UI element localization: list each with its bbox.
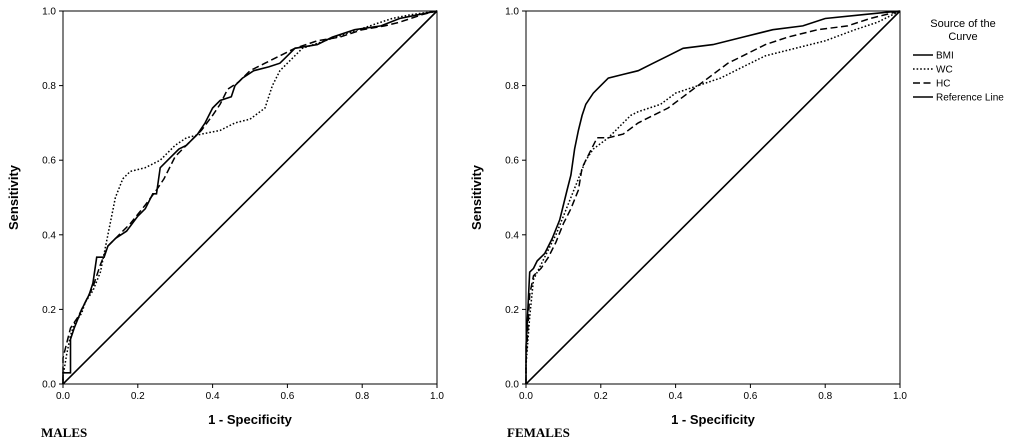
x-tick-label: 0.4 [669, 391, 683, 402]
legend-label-hc: HC [936, 79, 950, 90]
y-tick-label: 1.0 [42, 7, 56, 18]
x-tick-label: 1.0 [893, 391, 907, 402]
plot-frame [525, 10, 901, 385]
y-tick-label: 0.0 [42, 380, 56, 391]
series-line-reference-line [525, 10, 901, 385]
series-line-hc [62, 10, 438, 384]
legend-title-line2: Curve [948, 31, 977, 43]
chart-legend: Source of the Curve BMI WC HC Reference Lin… [913, 18, 1004, 104]
x-tick-label: 0.8 [355, 391, 369, 402]
series-line-bmi [525, 10, 901, 384]
series-line-wc [62, 10, 438, 384]
x-tick-label: 0.4 [206, 391, 220, 402]
y-axis-title: Sensitivity [6, 164, 21, 230]
roc-panel-females: 0.0 0.2 0.4 0.6 0.8 1.0 0.0 0.2 0.4 0.6 0.8 1.0 1 - … [469, 7, 907, 441]
y-tick-label: 0.0 [505, 380, 519, 391]
plot-frame [62, 10, 438, 385]
y-tick-label: 0.2 [42, 305, 56, 316]
y-tick-label: 0.4 [42, 230, 56, 241]
y-tick-label: 0.6 [505, 156, 519, 167]
y-tick-label: 0.8 [505, 81, 519, 92]
y-tick-label: 0.4 [505, 230, 519, 241]
panel-label-females: FEMALES [507, 425, 570, 440]
y-tick-label: 0.8 [42, 81, 56, 92]
x-axis-title: 1 - Specificity [671, 412, 756, 427]
y-tick-label: 0.6 [42, 156, 56, 167]
legend-label-wc: WC [936, 65, 953, 76]
legend-label-bmi: BMI [936, 51, 954, 62]
legend-title-line1: Source of the [930, 18, 995, 30]
x-tick-label: 0.8 [818, 391, 832, 402]
series-line-reference-line [62, 10, 438, 385]
y-axis-title: Sensitivity [469, 164, 484, 230]
x-tick-label: 0.2 [131, 391, 145, 402]
x-tick-label: 0.2 [594, 391, 608, 402]
series-line-wc [525, 10, 901, 384]
x-tick-label: 0.0 [56, 391, 70, 402]
panel-label-males: MALES [41, 425, 87, 440]
legend-label-reference-line: Reference Line [936, 93, 1004, 104]
x-tick-label: 0.0 [519, 391, 533, 402]
x-tick-label: 0.6 [743, 391, 757, 402]
x-tick-label: 1.0 [430, 391, 444, 402]
y-tick-label: 1.0 [505, 7, 519, 18]
series-line-hc [525, 10, 901, 384]
x-axis-title: 1 - Specificity [208, 412, 293, 427]
y-tick-label: 0.2 [505, 305, 519, 316]
roc-panel-males: 0.0 0.2 0.4 0.6 0.8 1.0 0.0 0.2 0.4 0.6 0.8 1.0 1 - … [6, 7, 444, 441]
x-tick-label: 0.6 [280, 391, 294, 402]
